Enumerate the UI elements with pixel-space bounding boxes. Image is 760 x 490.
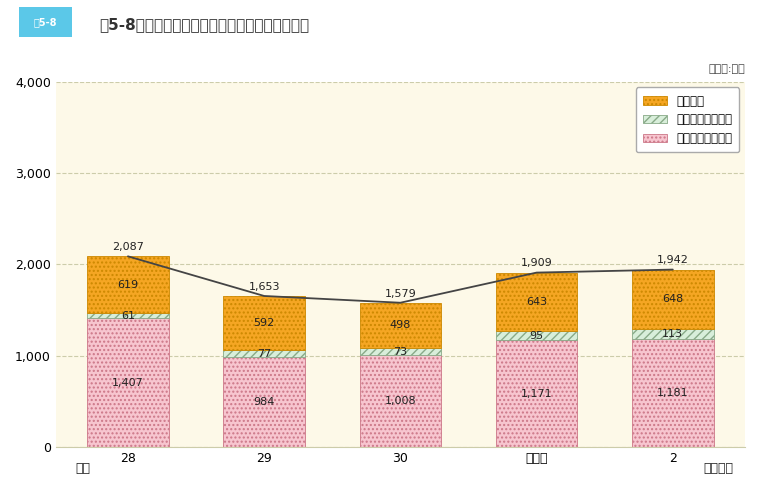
Text: 図5-8　公務災害及び通勤災害の認定件数の推移: 図5-8 公務災害及び通勤災害の認定件数の推移 bbox=[99, 17, 309, 32]
Text: 643: 643 bbox=[526, 297, 547, 307]
Text: 1,653: 1,653 bbox=[249, 282, 280, 292]
Text: 平成: 平成 bbox=[75, 462, 90, 475]
Text: 77: 77 bbox=[257, 348, 271, 359]
Bar bbox=[632, 329, 714, 339]
Bar bbox=[223, 357, 305, 447]
Bar bbox=[359, 355, 442, 447]
Text: 648: 648 bbox=[662, 294, 683, 304]
Bar bbox=[223, 296, 305, 350]
Bar bbox=[496, 272, 578, 331]
Text: （年度）: （年度） bbox=[703, 462, 733, 475]
Bar bbox=[87, 318, 169, 447]
Bar bbox=[223, 350, 305, 357]
Bar bbox=[632, 339, 714, 447]
Text: 61: 61 bbox=[121, 311, 135, 320]
Text: 1,942: 1,942 bbox=[657, 255, 689, 266]
Bar bbox=[359, 348, 442, 355]
Bar bbox=[87, 313, 169, 318]
Bar bbox=[632, 270, 714, 329]
Text: （単位:件）: （単位:件） bbox=[708, 64, 745, 74]
Bar bbox=[496, 331, 578, 340]
Text: 113: 113 bbox=[662, 329, 683, 339]
Text: 619: 619 bbox=[117, 280, 138, 290]
Text: 1,181: 1,181 bbox=[657, 388, 689, 398]
Legend: 通勤災害, 公務災害（疾病）, 公務災害（負傷）: 通勤災害, 公務災害（疾病）, 公務災害（負傷） bbox=[636, 87, 739, 152]
Bar bbox=[496, 340, 578, 447]
Text: 図5-8: 図5-8 bbox=[34, 17, 57, 27]
Text: 95: 95 bbox=[530, 331, 543, 341]
Text: 1,008: 1,008 bbox=[385, 396, 416, 406]
Text: 1,909: 1,909 bbox=[521, 259, 553, 269]
Bar bbox=[359, 303, 442, 348]
Text: 1,171: 1,171 bbox=[521, 389, 553, 398]
Text: 73: 73 bbox=[394, 346, 407, 357]
Text: 498: 498 bbox=[390, 320, 411, 330]
Text: 2,087: 2,087 bbox=[112, 242, 144, 252]
Text: 984: 984 bbox=[254, 397, 275, 407]
Text: 1,579: 1,579 bbox=[385, 289, 416, 298]
Bar bbox=[87, 256, 169, 313]
Text: 592: 592 bbox=[254, 318, 275, 328]
Text: 1,407: 1,407 bbox=[112, 378, 144, 388]
